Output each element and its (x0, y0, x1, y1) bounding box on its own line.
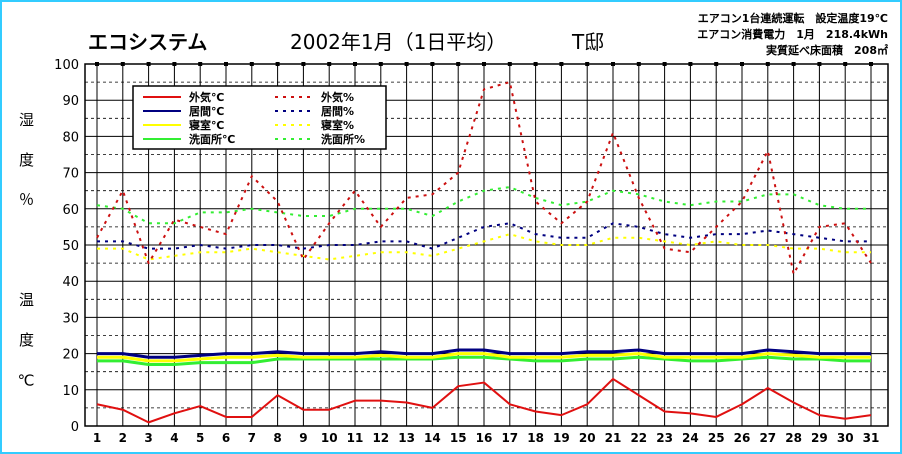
y-tick-label: 0 (71, 420, 79, 435)
top-tick-marker (224, 62, 228, 66)
top-tick-marker (714, 62, 719, 66)
top-tick-marker (146, 62, 151, 66)
legend-label: 外気℃ (188, 90, 224, 104)
top-tick-marker (869, 62, 873, 66)
y-tick-label: 50 (62, 239, 79, 254)
top-tick-marker (611, 62, 615, 66)
y-tick-label: 90 (62, 94, 79, 109)
note-power: エアコン消費電力 1月 218.4kWh (697, 28, 888, 41)
y-tick-label: 80 (62, 130, 79, 145)
top-tick-marker (378, 62, 383, 66)
x-tick-label: 1 (93, 431, 101, 445)
x-tick-label: 19 (553, 431, 570, 445)
top-tick-marker (172, 62, 177, 66)
top-tick-marker (198, 62, 203, 66)
x-tick-label: 30 (837, 431, 854, 445)
x-tick-label: 2 (119, 431, 127, 445)
x-tick-label: 4 (170, 431, 178, 445)
legend-label: 洗面所℃ (189, 132, 235, 146)
top-tick-marker (585, 62, 590, 66)
y-tick-label: 40 (62, 275, 79, 290)
series-line (96, 186, 871, 225)
top-tick-marker (404, 62, 409, 66)
series-line (97, 222, 871, 250)
brand-title: エコシステム (88, 30, 208, 54)
top-tick-marker (95, 62, 99, 66)
legend-label: 居間% (321, 105, 354, 118)
top-tick-marker (456, 62, 461, 66)
top-tick-marker (275, 62, 280, 66)
top-tick-marker (353, 62, 357, 66)
top-tick-marker (430, 62, 435, 66)
legend-label: 寝室℃ (189, 118, 224, 132)
series-line (97, 233, 871, 261)
top-tick-marker (507, 62, 512, 66)
top-tick-marker (301, 62, 306, 66)
x-tick-label: 9 (299, 431, 307, 445)
x-tick-label: 5 (196, 431, 204, 445)
top-tick-marker (688, 62, 693, 66)
top-tick-marker (843, 62, 848, 66)
top-tick-marker (482, 62, 486, 66)
x-tick-label: 26 (734, 431, 751, 445)
x-tick-label: 6 (222, 431, 230, 445)
top-tick-marker (662, 62, 667, 66)
y-tick-label: 60 (62, 203, 79, 218)
x-tick-label: 20 (579, 431, 596, 445)
x-tick-label: 27 (759, 431, 776, 445)
top-tick-marker (533, 62, 538, 66)
series-line (96, 81, 872, 275)
top-tick-marker (120, 62, 125, 66)
x-tick-label: 7 (248, 431, 256, 445)
legend-label: 居間℃ (189, 105, 224, 118)
x-tick-label: 29 (811, 431, 828, 445)
top-tick-marker (817, 62, 822, 66)
note-aircon: エアコン1台連続運転 設定温度19℃ (697, 12, 888, 25)
series-line (96, 377, 872, 424)
chart-title: 2002年1月（1日平均） (290, 30, 507, 54)
y-tick-label: 100 (54, 58, 79, 73)
y-tick-label: 20 (62, 348, 79, 363)
legend-label: 外気% (320, 90, 354, 104)
x-tick-label: 13 (398, 431, 415, 445)
top-tick-marker (327, 62, 332, 66)
top-tick-marker (559, 62, 564, 66)
note-floor-area: 実質延べ床面積 208㎡ (766, 44, 888, 57)
series-line (97, 348, 871, 359)
series-line (97, 352, 871, 363)
x-tick-label: 24 (682, 431, 699, 445)
x-tick-label: 17 (501, 431, 518, 445)
x-tick-label: 16 (476, 431, 493, 445)
top-tick-marker (249, 62, 254, 66)
x-tick-label: 3 (144, 431, 152, 445)
legend-label: 寝室% (321, 118, 354, 132)
x-tick-label: 28 (785, 431, 802, 445)
top-tick-marker (791, 62, 796, 66)
x-tick-label: 31 (863, 431, 880, 445)
y-tick-label: 10 (62, 384, 79, 399)
y-tick-label: 70 (62, 167, 79, 182)
x-tick-label: 22 (630, 431, 647, 445)
x-tick-label: 21 (605, 431, 622, 445)
plot-border (84, 63, 889, 427)
house-label: T邸 (572, 30, 605, 54)
x-tick-label: 23 (656, 431, 673, 445)
x-tick-label: 11 (347, 431, 364, 445)
x-tick-label: 15 (450, 431, 467, 445)
x-tick-label: 10 (321, 431, 338, 445)
series-line (97, 355, 871, 366)
legend-label: 洗面所% (321, 132, 365, 146)
top-tick-marker (636, 62, 641, 66)
top-tick-marker (765, 62, 770, 66)
y-tick-label: 30 (62, 311, 79, 326)
y-axis-label-temperature: 温 度 ℃ (17, 292, 35, 400)
x-tick-label: 18 (527, 431, 544, 445)
x-tick-label: 25 (708, 431, 725, 445)
x-tick-label: 12 (372, 431, 389, 445)
top-tick-marker (740, 62, 744, 66)
x-tick-label: 8 (273, 431, 281, 445)
y-axis-label-humidity: 湿 度 ％ (17, 112, 35, 217)
x-tick-label: 14 (424, 431, 441, 445)
